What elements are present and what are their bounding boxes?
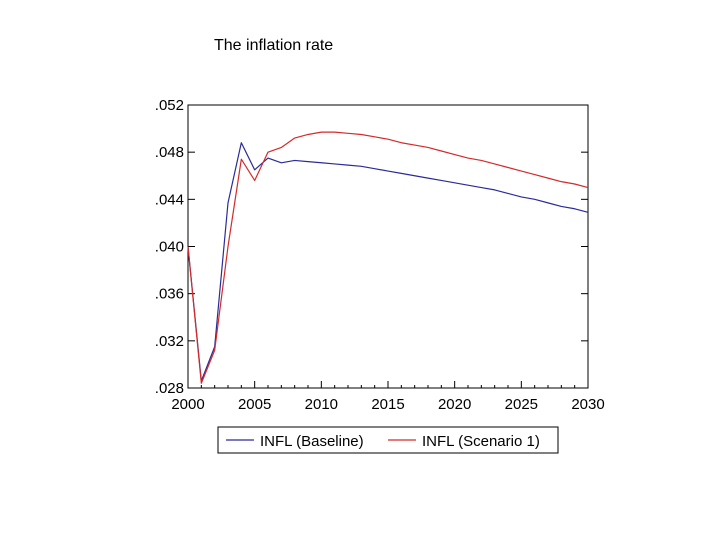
x-tick-label: 2010 — [305, 396, 338, 413]
y-tick-label: .052 — [155, 97, 184, 114]
x-axis: 2000 2005 2010 2015 2020 2025 2030 — [171, 381, 605, 413]
y-tick-label: .036 — [155, 286, 184, 303]
y-tick-label: .048 — [155, 144, 184, 161]
legend-label-baseline: INFL (Baseline) — [260, 433, 364, 450]
plot-frame — [187, 104, 589, 389]
legend-label-scenario: INFL (Scenario 1) — [422, 433, 540, 450]
x-tick-label: 2030 — [571, 396, 604, 413]
series-group — [187, 131, 589, 384]
x-tick-label: 2000 — [171, 396, 204, 413]
chart-title: The inflation rate — [214, 37, 334, 54]
series-line-0 — [187, 142, 589, 382]
y-tick-label: .044 — [155, 191, 184, 208]
y-tick-label: .032 — [155, 333, 184, 350]
x-tick-label: 2005 — [238, 396, 271, 413]
y-tick-label: .028 — [155, 380, 184, 397]
x-tick-label: 2015 — [371, 396, 404, 413]
x-tick-label: 2020 — [438, 396, 471, 413]
legend: INFL (Baseline) INFL (Scenario 1) — [217, 426, 559, 454]
y-tick-label: .040 — [155, 239, 184, 256]
series-line-1 — [187, 131, 589, 384]
y-axis: .028 .032 .036 .040 .044 .048 .052 — [155, 97, 588, 397]
x-tick-label: 2025 — [505, 396, 538, 413]
